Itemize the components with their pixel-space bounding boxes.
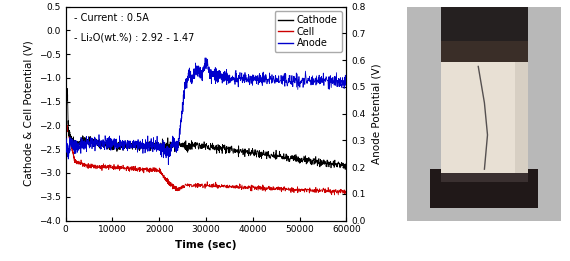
Bar <box>441 167 528 182</box>
Bar <box>441 41 528 67</box>
Bar <box>441 62 528 174</box>
Bar <box>441 7 528 45</box>
Text: - Current : 0.5A: - Current : 0.5A <box>74 13 149 23</box>
Y-axis label: Anode Potential (V): Anode Potential (V) <box>371 63 381 164</box>
Legend: Cathode, Cell, Anode: Cathode, Cell, Anode <box>275 11 341 52</box>
Text: - Li₂O(wt.%) : 2.92 - 1.47: - Li₂O(wt.%) : 2.92 - 1.47 <box>74 32 194 42</box>
Bar <box>515 62 528 174</box>
X-axis label: Time (sec): Time (sec) <box>175 240 237 250</box>
Bar <box>430 169 538 208</box>
Y-axis label: Cathode & Cell Potential (V): Cathode & Cell Potential (V) <box>23 41 33 186</box>
